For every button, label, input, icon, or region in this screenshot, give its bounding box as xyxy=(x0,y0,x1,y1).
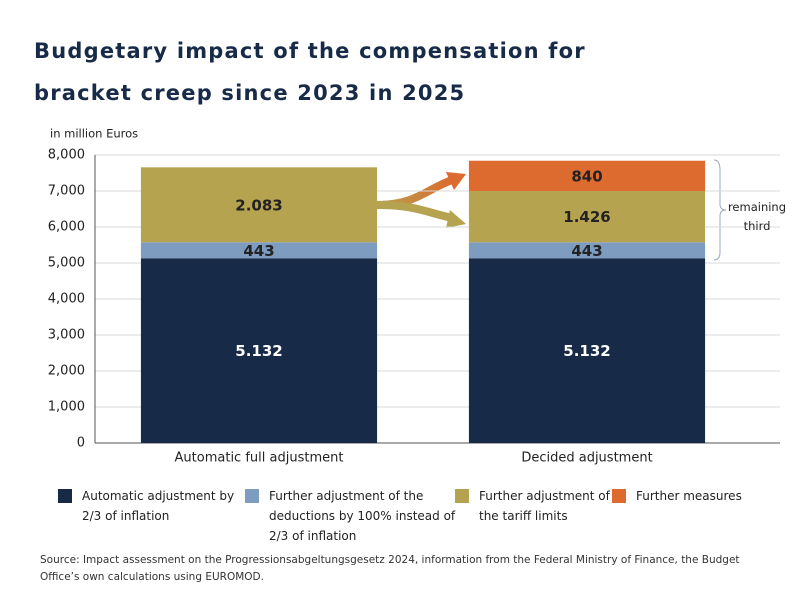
bar-segment xyxy=(468,258,706,443)
value-label: 443 xyxy=(571,242,602,260)
legend-label: Further measures xyxy=(636,489,742,503)
legend-label: Further adjustment of the tariff limits xyxy=(479,489,610,523)
bar-segment xyxy=(468,190,706,243)
bar-segment xyxy=(468,242,706,259)
bar-segment xyxy=(140,242,378,259)
legend-swatch xyxy=(612,489,626,503)
value-label: 443 xyxy=(243,242,274,260)
legend-swatch xyxy=(245,489,259,503)
legend-item: Further adjustment of the deductions by … xyxy=(245,486,459,546)
y-axis-label: in million Euros xyxy=(50,127,138,141)
value-label: 2.083 xyxy=(235,196,282,214)
legend-item: Automatic adjustment by 2/3 of inflation xyxy=(58,486,242,526)
x-tick-label: Automatic full adjustment xyxy=(175,451,344,466)
value-label: 1.426 xyxy=(563,208,610,226)
chart-title: Budgetary impact of the compensation for… xyxy=(34,39,586,105)
y-tick-label: 8,000 xyxy=(48,148,85,163)
bracket xyxy=(713,159,727,261)
legend-label: Automatic adjustment by 2/3 of inflation xyxy=(82,489,235,523)
y-tick-label: 6,000 xyxy=(48,220,85,235)
y-tick-label: 7,000 xyxy=(48,184,85,199)
legend-swatch xyxy=(58,489,72,503)
legend-label: Further adjustment of the deductions by … xyxy=(269,489,456,543)
y-tick-label: 0 xyxy=(77,436,85,451)
value-label: 5.132 xyxy=(563,342,610,360)
arrows xyxy=(376,172,466,228)
y-tick-label: 4,000 xyxy=(48,292,85,307)
legend-swatch xyxy=(455,489,469,503)
x-tick-label: Decided adjustment xyxy=(521,451,652,466)
value-label: 840 xyxy=(571,167,602,185)
y-tick-label: 1,000 xyxy=(48,400,85,415)
source: Source: Impact assessment on the Progres… xyxy=(40,554,740,583)
value-label: 5.132 xyxy=(235,342,282,360)
y-tick-label: 2,000 xyxy=(48,364,85,379)
y-tick-label: 3,000 xyxy=(48,328,85,343)
bar-segment xyxy=(468,160,706,191)
legend-item: Further measures xyxy=(612,486,776,506)
bar-segment xyxy=(140,167,378,243)
legend-item: Further adjustment of the tariff limits xyxy=(455,486,619,526)
annotation: remaining third xyxy=(727,200,787,233)
y-tick-label: 5,000 xyxy=(48,256,85,271)
bar-segment xyxy=(140,258,378,443)
